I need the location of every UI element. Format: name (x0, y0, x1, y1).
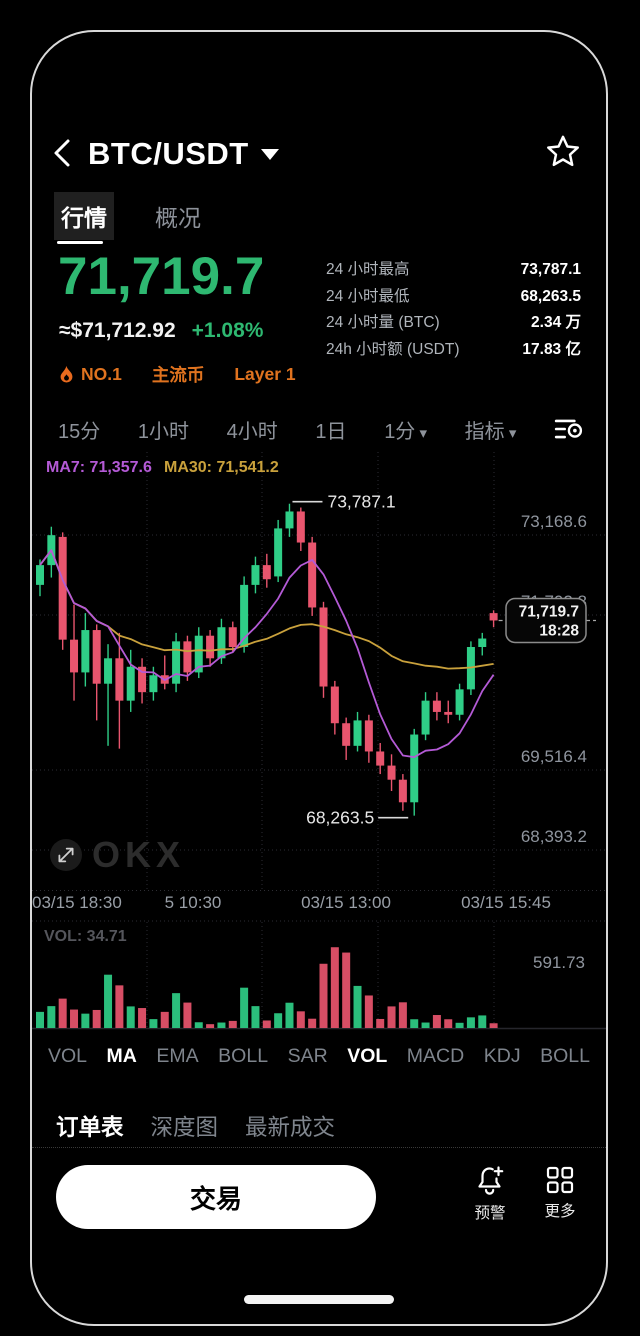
svg-text:73,787.1: 73,787.1 (327, 492, 395, 512)
indicator-item[interactable]: KDJ (484, 1045, 521, 1068)
back-icon[interactable] (48, 136, 78, 170)
stat-row: 24 小时最低 68,263.5 (326, 284, 581, 306)
stats-panel: 24 小时最高 73,787.1 24 小时最低 68,263.5 24 小时量… (326, 257, 581, 359)
svg-text:68,393.2: 68,393.2 (521, 827, 587, 846)
tf-1d[interactable]: 1日 (315, 415, 346, 444)
indicator-item[interactable]: EMA (156, 1045, 198, 1068)
x-axis-label: 03/15 18:30 (32, 893, 122, 913)
phone-frame: BTC/USDT 行情概况 71,719.7 ≈$71,712.92 +1.08… (30, 30, 608, 1326)
market-tab[interactable]: 行情 (54, 192, 114, 240)
favorite-star-icon[interactable] (546, 134, 580, 168)
okx-watermark: OKX (50, 834, 185, 875)
grid-icon (545, 1165, 575, 1195)
detail-tab[interactable]: 订单表 (56, 1110, 124, 1142)
tag-layer[interactable]: Layer 1 (234, 364, 295, 385)
indicator-item[interactable]: VOL (48, 1045, 87, 1068)
stat-row: 24 小时最高 73,787.1 (326, 257, 581, 279)
volume-chart[interactable]: VOL: 34.71 591.73 (32, 920, 608, 1034)
alert-button[interactable]: 预警 (454, 1165, 526, 1223)
stat-row: 24 小时量 (BTC) 2.34 万 (326, 310, 581, 332)
screenshot-stage: BTC/USDT 行情概况 71,719.7 ≈$71,712.92 +1.08… (0, 0, 640, 1336)
tf-15m[interactable]: 15分 (58, 415, 100, 444)
tag-row: NO.1 主流币 Layer 1 (59, 362, 296, 387)
stat-row: 24h 小时额 (USDT) 17.83 亿 (326, 337, 581, 359)
tf-4h[interactable]: 4小时 (227, 415, 278, 444)
svg-text:MA7: 71,357.6: MA7: 71,357.6 (46, 459, 152, 476)
detail-tabs: 订单表深度图最新成交 (56, 1108, 335, 1144)
indicator-bar: VOL MA EMA BOLL SAR VOL MACD KDJ BOLL (48, 1040, 590, 1072)
home-indicator (244, 1295, 394, 1304)
detail-tab[interactable]: 深度图 (151, 1110, 219, 1142)
price-subrow: ≈$71,712.92 +1.08% (59, 319, 263, 343)
indicator-item[interactable]: MACD (407, 1045, 464, 1068)
alert-label: 预警 (474, 1201, 505, 1223)
stat-label: 24 小时最高 (326, 257, 410, 279)
indicator-item[interactable]: MA (107, 1045, 137, 1068)
timeframe-row: 15分 1小时 4小时 1日 1分 指标 (58, 411, 584, 447)
indicator-item[interactable]: SAR (288, 1045, 328, 1068)
tf-1h[interactable]: 1小时 (138, 415, 189, 444)
indicator-dropdown[interactable]: 指标 (465, 415, 517, 444)
stat-value: 73,787.1 (521, 261, 581, 279)
svg-text:VOL: 34.71: VOL: 34.71 (44, 928, 127, 945)
change-24h: +1.08% (192, 319, 264, 343)
tf-more-dropdown[interactable]: 1分 (384, 415, 427, 444)
svg-text:MA30: 71,541.2: MA30: 71,541.2 (164, 459, 279, 476)
svg-text:18:28: 18:28 (539, 622, 579, 639)
x-axis-labels: 5 10:30 03/15 13:00 03/15 15:45 03/15 18:30 (32, 893, 606, 919)
svg-text:71,719.7: 71,719.7 (519, 603, 579, 620)
more-button[interactable]: 更多 (524, 1165, 596, 1221)
svg-text:591.73: 591.73 (533, 953, 585, 972)
indicator-item[interactable]: BOLL (218, 1045, 268, 1068)
flame-icon (59, 365, 74, 384)
tag-label: NO.1 (81, 364, 122, 385)
stat-value: 68,263.5 (521, 288, 581, 306)
svg-text:OKX: OKX (92, 834, 185, 875)
x-axis-label: 03/15 13:00 (301, 893, 391, 913)
header: BTC/USDT (32, 132, 606, 178)
candle-chart[interactable]: 73,168.671,702.869,516.468,393.2OKXMA7: … (32, 452, 608, 892)
last-price-box: 71,719.7 18:28 (506, 598, 586, 642)
indicator-item[interactable]: BOLL (540, 1045, 590, 1068)
svg-text:69,516.4: 69,516.4 (521, 747, 587, 766)
more-label: 更多 (544, 1199, 575, 1221)
svg-text:73,168.6: 73,168.6 (521, 512, 587, 531)
stat-label: 24h 小时额 (USDT) (326, 337, 460, 359)
tag-rank[interactable]: NO.1 (59, 364, 122, 385)
stat-label: 24 小时最低 (326, 284, 410, 306)
bell-plus-icon (474, 1165, 506, 1197)
fiat-price: ≈$71,712.92 (59, 319, 176, 343)
tag-label: 主流币 (152, 362, 205, 387)
chevron-down-icon (261, 149, 279, 160)
stat-value: 17.83 亿 (522, 337, 581, 359)
indicator-item[interactable]: VOL (347, 1045, 387, 1068)
divider (32, 1147, 606, 1148)
pair-title: BTC/USDT (88, 136, 249, 172)
market-tab[interactable]: 概况 (148, 192, 208, 240)
chart-settings-icon[interactable] (554, 416, 584, 442)
x-axis-label: 03/15 15:45 (461, 893, 551, 913)
stat-label: 24 小时量 (BTC) (326, 310, 440, 332)
tag-label: Layer 1 (234, 364, 295, 385)
pair-selector[interactable]: BTC/USDT (88, 132, 279, 176)
last-price: 71,719.7 (58, 246, 264, 307)
market-tabs: 行情概况 (54, 192, 208, 240)
tag-category[interactable]: 主流币 (152, 362, 205, 387)
detail-tab[interactable]: 最新成交 (245, 1110, 335, 1142)
x-axis-label: 5 10:30 (165, 893, 222, 913)
trade-button[interactable]: 交易 (56, 1165, 376, 1229)
svg-text:68,263.5: 68,263.5 (306, 808, 374, 828)
stat-value: 2.34 万 (531, 310, 581, 332)
